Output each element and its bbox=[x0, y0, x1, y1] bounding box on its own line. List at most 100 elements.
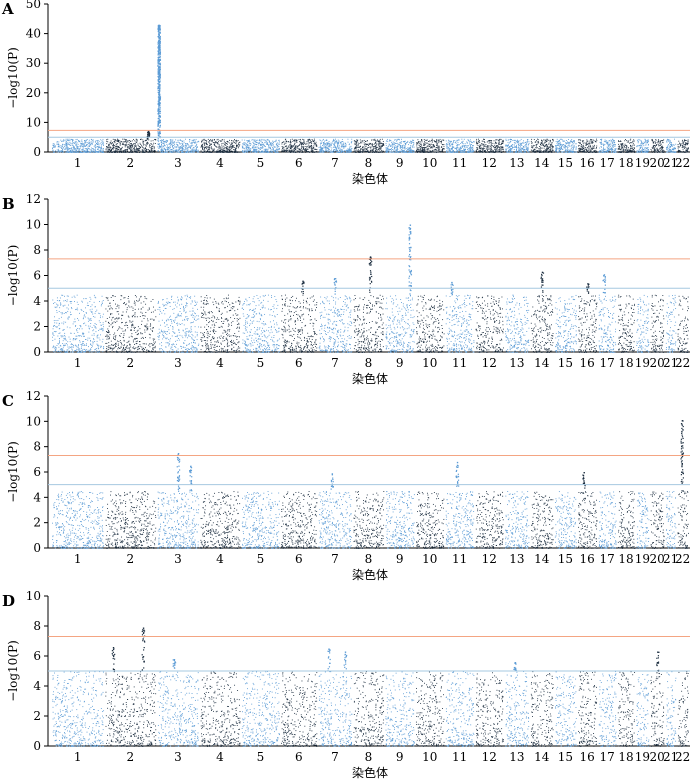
snp-point bbox=[300, 147, 302, 149]
snp-point bbox=[492, 150, 494, 152]
snp-point bbox=[408, 147, 410, 149]
snp-point bbox=[290, 140, 291, 142]
snp-point bbox=[191, 142, 193, 144]
snp-point bbox=[354, 151, 355, 153]
snp-point bbox=[124, 146, 126, 148]
snp-point bbox=[555, 150, 557, 152]
snp-point bbox=[354, 148, 355, 150]
snp-point bbox=[76, 138, 78, 140]
snp-point bbox=[422, 148, 424, 150]
snp-point bbox=[55, 150, 56, 152]
snp-point bbox=[445, 144, 447, 146]
snp-point bbox=[290, 151, 292, 153]
snp-point bbox=[67, 143, 68, 145]
snp-point bbox=[215, 141, 217, 143]
snp-point bbox=[142, 146, 144, 148]
snp-point bbox=[152, 144, 154, 146]
snp-point bbox=[167, 148, 168, 150]
snp-point bbox=[501, 143, 503, 144]
snp-point bbox=[320, 142, 322, 144]
snp-point bbox=[95, 151, 97, 153]
snp-point bbox=[86, 148, 88, 150]
snp-point bbox=[401, 138, 402, 140]
snp-point bbox=[552, 149, 554, 151]
snp-point bbox=[466, 145, 468, 147]
snp-point bbox=[522, 142, 524, 143]
snp-point bbox=[538, 150, 540, 152]
snp-point bbox=[254, 150, 256, 152]
snp-point bbox=[271, 149, 273, 151]
snp-point bbox=[258, 150, 260, 152]
snp-point bbox=[125, 139, 127, 141]
snp-point bbox=[375, 141, 377, 143]
snp-point bbox=[115, 150, 117, 152]
snp-point bbox=[464, 149, 466, 151]
snp-point bbox=[179, 151, 181, 153]
snp-point bbox=[357, 139, 359, 141]
snp-point bbox=[347, 150, 349, 152]
snp-point bbox=[355, 145, 357, 147]
snp-point bbox=[285, 149, 287, 151]
snp-point bbox=[448, 147, 450, 149]
snp-point bbox=[477, 141, 479, 143]
snp-point bbox=[559, 149, 561, 151]
snp-point bbox=[91, 150, 93, 152]
snp-point bbox=[545, 143, 547, 145]
snp-point bbox=[159, 140, 161, 142]
snp-point bbox=[495, 142, 497, 144]
snp-point bbox=[273, 150, 275, 151]
snp-point bbox=[355, 151, 357, 153]
snp-point bbox=[196, 151, 198, 152]
snp-point bbox=[561, 145, 563, 147]
snp-point bbox=[424, 144, 426, 146]
snp-point bbox=[75, 141, 77, 143]
snp-point bbox=[219, 146, 221, 148]
snp-point bbox=[135, 150, 137, 152]
snp-point bbox=[402, 145, 403, 146]
snp-point bbox=[434, 141, 436, 143]
snp-point bbox=[633, 150, 635, 152]
snp-point bbox=[124, 149, 126, 151]
snp-point bbox=[66, 146, 68, 148]
chromosome-5-points bbox=[241, 138, 280, 153]
snp-point bbox=[446, 143, 448, 144]
snp-point bbox=[572, 149, 574, 151]
snp-point bbox=[286, 141, 288, 143]
snp-point bbox=[329, 143, 331, 145]
snp-point bbox=[498, 151, 500, 153]
snp-point bbox=[102, 144, 104, 145]
snp-point bbox=[184, 151, 186, 153]
snp-point bbox=[300, 149, 302, 151]
snp-point bbox=[600, 146, 602, 147]
snp-point bbox=[158, 147, 160, 149]
snp-point bbox=[521, 142, 523, 144]
snp-point bbox=[260, 144, 262, 146]
snp-point bbox=[98, 140, 100, 142]
snp-point bbox=[89, 141, 91, 143]
snp-point bbox=[526, 144, 528, 146]
snp-point bbox=[416, 149, 418, 151]
snp-point bbox=[151, 147, 153, 149]
snp-point bbox=[426, 140, 428, 141]
snp-point bbox=[139, 150, 141, 152]
snp-point bbox=[308, 151, 310, 152]
snp-point bbox=[134, 148, 136, 150]
snp-point bbox=[451, 151, 453, 153]
snp-point bbox=[323, 151, 325, 153]
snp-point bbox=[628, 151, 630, 152]
snp-point bbox=[498, 150, 500, 152]
snp-point bbox=[610, 144, 612, 146]
chromosome-16-points bbox=[577, 138, 598, 153]
snp-point bbox=[312, 150, 314, 152]
snp-point bbox=[442, 147, 444, 149]
snp-point bbox=[341, 144, 343, 146]
snp-point bbox=[123, 150, 125, 152]
snp-point bbox=[560, 146, 562, 148]
snp-point bbox=[507, 151, 509, 153]
snp-point bbox=[203, 141, 205, 143]
snp-point bbox=[541, 147, 543, 149]
snp-point bbox=[221, 151, 223, 153]
snp-point bbox=[323, 146, 325, 148]
snp-point bbox=[449, 140, 451, 142]
snp-point bbox=[431, 147, 433, 149]
